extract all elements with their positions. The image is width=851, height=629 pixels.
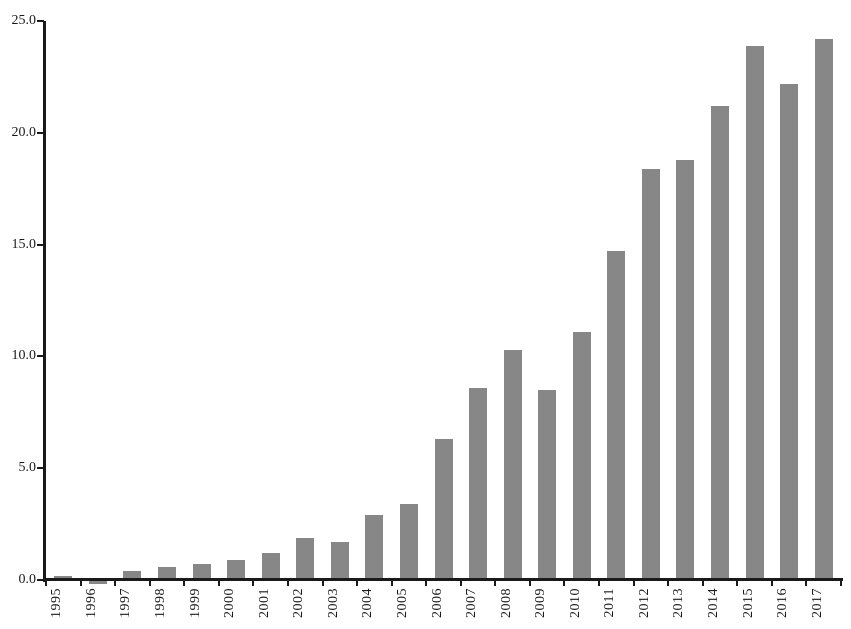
x-axis-label-2013: 2013 bbox=[671, 588, 687, 618]
y-axis-line bbox=[43, 21, 46, 582]
x-axis-tick bbox=[114, 581, 117, 586]
y-axis-tick-label: 20.0 bbox=[11, 124, 37, 140]
y-axis-tick-label: 0.0 bbox=[18, 572, 37, 587]
bar-2008 bbox=[503, 349, 522, 580]
x-axis-label-2016: 2016 bbox=[775, 588, 791, 618]
x-axis-label-1996: 1996 bbox=[83, 588, 99, 618]
y-axis-tick-label: 5.0 bbox=[18, 460, 37, 476]
x-axis-tick bbox=[494, 581, 497, 586]
bar-2009 bbox=[538, 389, 557, 580]
x-axis-tick bbox=[805, 581, 808, 586]
x-axis-tick bbox=[183, 581, 186, 586]
bar-2003 bbox=[330, 541, 349, 580]
bar-2000 bbox=[227, 559, 246, 580]
x-axis-tick bbox=[252, 581, 255, 586]
x-axis-tick bbox=[321, 581, 324, 586]
x-axis-label-1997: 1997 bbox=[118, 588, 134, 618]
x-axis-tick bbox=[459, 581, 462, 586]
x-axis-tick bbox=[701, 581, 704, 586]
y-axis-tick bbox=[37, 243, 44, 246]
x-axis-label-2003: 2003 bbox=[325, 588, 341, 618]
bar-2005 bbox=[399, 503, 418, 580]
bar-2012 bbox=[641, 168, 660, 580]
x-axis-tick bbox=[563, 581, 566, 586]
x-axis-label-2006: 2006 bbox=[429, 588, 445, 618]
x-axis-label-2007: 2007 bbox=[464, 588, 480, 618]
bar-2002 bbox=[296, 537, 315, 580]
x-axis-label-2001: 2001 bbox=[256, 588, 272, 618]
bar-2004 bbox=[365, 515, 384, 580]
x-axis-tick bbox=[356, 581, 359, 586]
x-axis-label-1995: 1995 bbox=[49, 588, 65, 618]
x-axis-label-2011: 2011 bbox=[602, 588, 618, 618]
bar-2013 bbox=[676, 159, 695, 580]
y-axis-tick bbox=[37, 355, 44, 358]
x-axis-tick bbox=[770, 581, 773, 586]
x-axis-tick bbox=[736, 581, 739, 586]
bar-1999 bbox=[192, 564, 211, 580]
bar-2017 bbox=[814, 38, 833, 580]
bar-1997 bbox=[123, 571, 142, 580]
x-axis-tick bbox=[632, 581, 635, 586]
y-axis-tick-label: 15.0 bbox=[11, 236, 37, 252]
bar-2011 bbox=[607, 251, 626, 580]
y-axis-tick-label: 10.0 bbox=[11, 348, 37, 364]
x-axis-label-2005: 2005 bbox=[394, 588, 410, 618]
x-axis-label-2004: 2004 bbox=[360, 588, 376, 618]
bar-2006 bbox=[434, 439, 453, 580]
x-axis-tick bbox=[390, 581, 393, 586]
bar-2014 bbox=[711, 105, 730, 580]
x-axis-label-2014: 2014 bbox=[706, 588, 722, 618]
bar-2016 bbox=[780, 83, 799, 580]
y-axis-tick-label: 25.0 bbox=[11, 13, 37, 28]
x-axis-label-2009: 2009 bbox=[533, 588, 549, 618]
y-axis-tick bbox=[37, 131, 44, 134]
y-axis-tick bbox=[37, 467, 44, 470]
x-axis-label-2010: 2010 bbox=[567, 588, 583, 618]
x-axis-tick bbox=[667, 581, 670, 586]
bar-2001 bbox=[261, 553, 280, 580]
bar-2007 bbox=[469, 387, 488, 580]
x-axis-tick bbox=[598, 581, 601, 586]
x-axis-label-2002: 2002 bbox=[291, 588, 307, 618]
x-axis-tick bbox=[425, 581, 428, 586]
x-axis-tick bbox=[528, 581, 531, 586]
bar-2015 bbox=[745, 45, 764, 580]
x-axis-line bbox=[43, 578, 843, 581]
x-axis-label-2015: 2015 bbox=[740, 588, 756, 618]
x-axis-tick bbox=[286, 581, 289, 586]
x-axis-label-1998: 1998 bbox=[152, 588, 168, 618]
x-axis-label-2017: 2017 bbox=[809, 588, 825, 618]
bar-1995 bbox=[54, 575, 73, 580]
bar-1996 bbox=[88, 580, 107, 585]
bar-1998 bbox=[157, 566, 176, 580]
y-axis-tick bbox=[37, 20, 44, 22]
x-axis-label-2000: 2000 bbox=[222, 588, 238, 618]
x-axis-label-2012: 2012 bbox=[636, 588, 652, 618]
x-axis-tick bbox=[148, 581, 151, 586]
x-axis-label-1999: 1999 bbox=[187, 588, 203, 618]
y-axis-tick bbox=[37, 579, 44, 581]
x-axis-tick bbox=[79, 581, 82, 586]
bar-2010 bbox=[572, 331, 591, 580]
x-axis-label-2008: 2008 bbox=[498, 588, 514, 618]
x-axis-tick bbox=[217, 581, 220, 586]
x-axis-tick bbox=[45, 581, 47, 586]
x-axis-tick bbox=[840, 581, 842, 586]
